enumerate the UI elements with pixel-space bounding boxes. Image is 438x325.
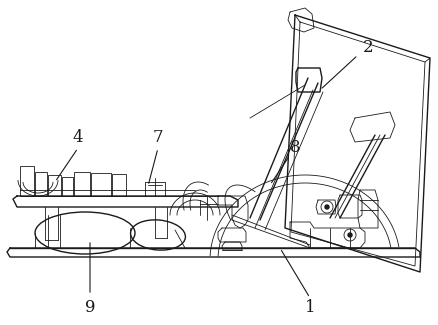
- Text: 9: 9: [85, 300, 95, 317]
- Text: 2: 2: [363, 40, 373, 57]
- Circle shape: [325, 205, 329, 209]
- Bar: [48, 175, 61, 196]
- Text: 8: 8: [290, 139, 300, 157]
- Circle shape: [348, 233, 352, 237]
- Bar: [112, 174, 126, 196]
- Bar: [62, 177, 73, 196]
- Bar: [20, 166, 34, 196]
- Bar: [74, 172, 90, 196]
- Text: 7: 7: [153, 129, 163, 147]
- Bar: [91, 173, 111, 196]
- Text: 4: 4: [73, 129, 83, 147]
- Bar: [35, 172, 47, 196]
- Text: 1: 1: [305, 300, 315, 317]
